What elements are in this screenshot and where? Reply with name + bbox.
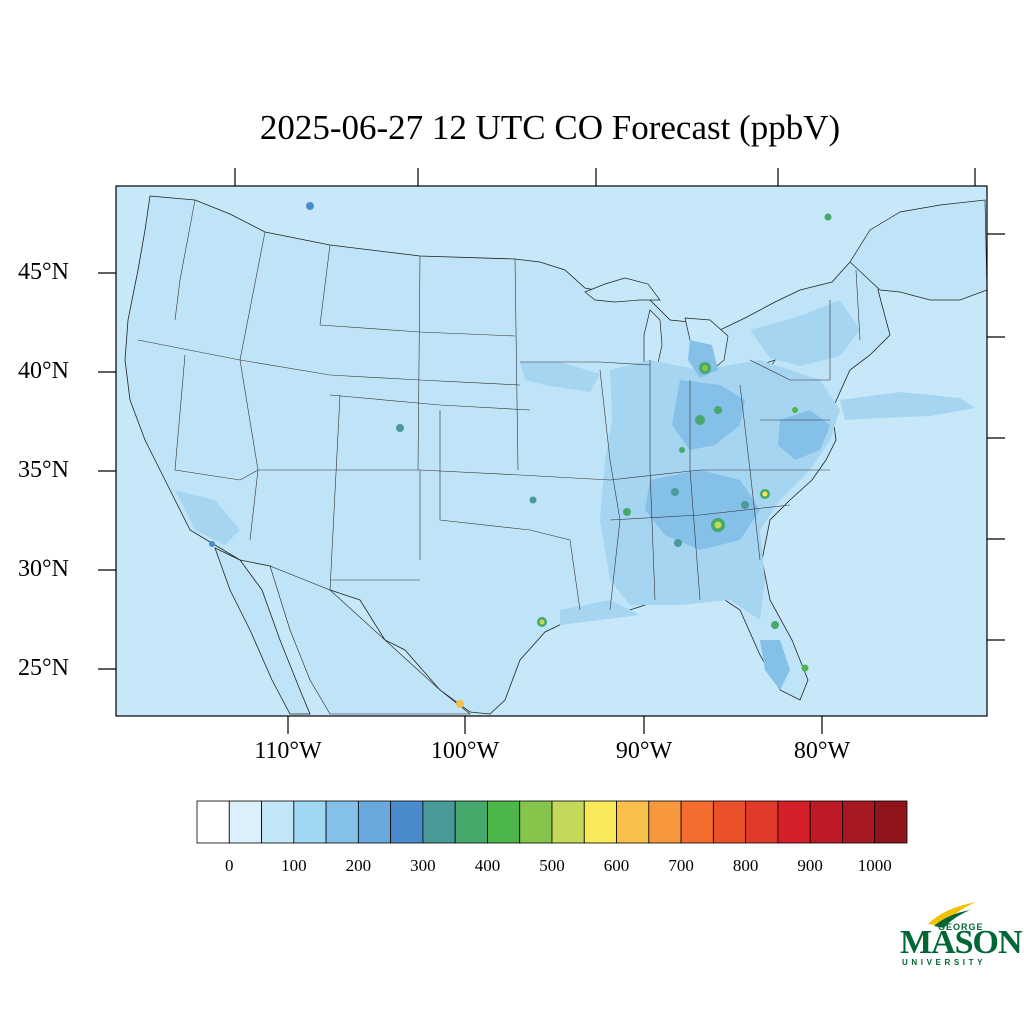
colorbar-swatch	[745, 800, 779, 844]
colorbar-swatch	[357, 800, 392, 844]
lat-label-30n: 30°N	[18, 556, 69, 582]
colorbar-swatch	[196, 800, 230, 844]
land-baja	[214, 547, 311, 715]
colorbar-swatch	[712, 800, 747, 844]
lon-label-90w: 90°W	[615, 738, 673, 764]
bottom-ticks	[287, 716, 823, 734]
colorbar-tick-label: 300	[410, 856, 436, 875]
lon-label-110w: 110°W	[254, 738, 322, 764]
logo-line-1: GEORGE	[938, 922, 984, 932]
co-hotspots	[209, 202, 832, 708]
colorbar-tick-label: 800	[732, 856, 759, 875]
land-mexico	[269, 565, 471, 715]
map-title: 2025-06-27 12 UTC CO Forecast (ppbV)	[259, 108, 841, 147]
colorbar-swatch	[777, 800, 811, 844]
right-ticks	[987, 233, 1005, 641]
colorbar-tick-label: 400	[474, 856, 501, 875]
colorbar-swatch	[519, 800, 553, 844]
colorbar-swatch	[261, 800, 295, 844]
colorbar	[196, 800, 908, 844]
gmu-logo: GEORGE MASON UNIVERSITY	[900, 898, 1023, 970]
lat-label-40n: 40°N	[18, 358, 69, 384]
colorbar-swatch	[454, 800, 488, 844]
left-ticks	[98, 272, 116, 670]
colorbar-tick-label: 0	[225, 856, 234, 875]
colorbar-swatch	[583, 800, 617, 844]
colorbar-tick-label: 900	[797, 856, 823, 875]
logo-line-3: UNIVERSITY	[902, 958, 987, 967]
colorbar-tick-label: 200	[345, 856, 372, 875]
colorbar-swatch	[874, 800, 908, 844]
colorbar-swatch	[809, 800, 843, 844]
colorbar-tick-label: 100	[281, 856, 307, 875]
logo-swoosh-icon	[928, 902, 976, 928]
colorbar-swatch	[325, 800, 359, 844]
colorbar-swatch	[487, 800, 521, 844]
logo-line-2: MASON	[900, 924, 1023, 961]
lon-label-100w: 100°W	[430, 738, 500, 764]
colorbar-tick-label: 700	[668, 856, 694, 875]
lon-label-80w: 80°W	[793, 738, 851, 764]
colorbar-tick-label: 1000	[857, 856, 892, 875]
state-boundaries	[137, 199, 861, 611]
colorbar-swatch	[616, 800, 650, 844]
lat-label-35n: 35°N	[18, 457, 69, 483]
lat-label-25n: 25°N	[18, 655, 69, 681]
lat-label-45n: 45°N	[18, 259, 69, 285]
map-frame	[115, 185, 988, 717]
colorbar-tick-label: 600	[603, 856, 630, 875]
colorbar-swatch	[422, 800, 456, 844]
colorbar-tick-label: 500	[539, 856, 565, 875]
colorbar-swatch	[228, 800, 262, 844]
colorbar-swatch	[648, 800, 682, 844]
top-ticks	[234, 168, 976, 186]
lake-superior	[584, 277, 661, 303]
colorbar-swatch	[842, 800, 876, 844]
colorbar-swatch	[293, 800, 327, 844]
colorbar-swatch	[680, 800, 714, 844]
colorbar-swatch	[390, 800, 424, 844]
colorbar-swatch	[551, 800, 585, 844]
